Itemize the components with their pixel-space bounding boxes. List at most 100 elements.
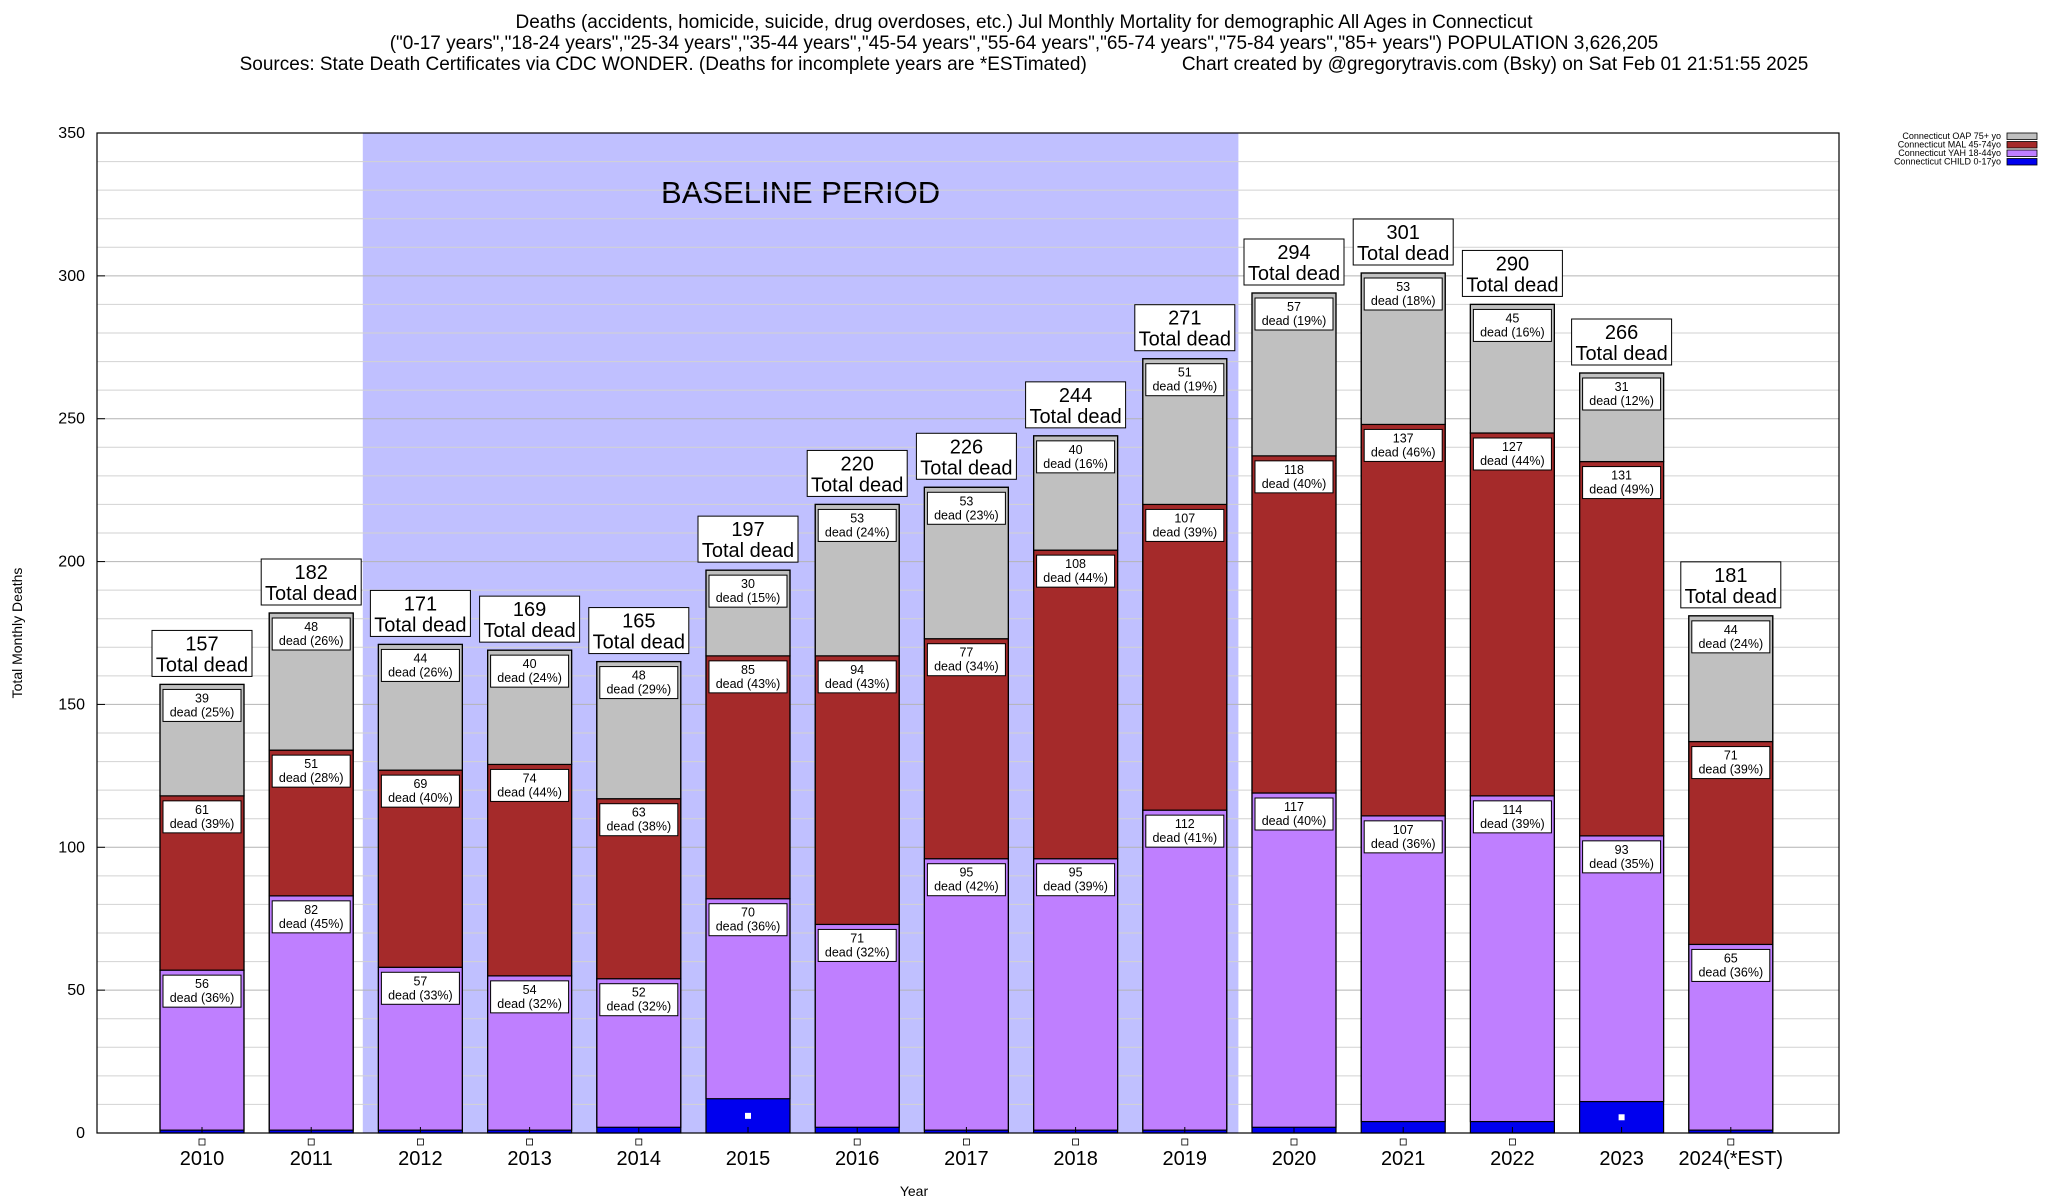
segment-percent-label: dead (24%) — [825, 525, 890, 539]
total-value-label: 290 — [1496, 253, 1529, 275]
x-tick-label: 2018 — [1053, 1148, 1098, 1170]
x-tick-label: 2020 — [1272, 1148, 1317, 1170]
segment-label-box — [1363, 428, 1443, 462]
total-value-label: 294 — [1277, 242, 1310, 264]
segment-percent-label: dead (39%) — [1698, 763, 1763, 777]
total-dead-label: Total dead — [374, 614, 466, 636]
segment-percent-label: dead (29%) — [606, 683, 671, 697]
bar-segment — [268, 895, 354, 1131]
bar-segment — [1360, 815, 1446, 1123]
segment-value-label: 112 — [1175, 817, 1195, 831]
sources-line: Sources: State Death Certificates via CD… — [0, 54, 2048, 75]
segment-value-label: 44 — [1724, 623, 1738, 637]
segment-label-box — [1145, 814, 1225, 848]
child-series-marker — [635, 1138, 643, 1146]
x-tick-label: 2010 — [180, 1148, 225, 1170]
bar-segment — [1251, 455, 1337, 794]
segment-label-box — [271, 617, 351, 651]
total-value-label: 165 — [622, 611, 655, 633]
segment-label-box — [271, 900, 351, 934]
segment-percent-label: dead (42%) — [934, 880, 999, 894]
sources-text: Sources: State Death Certificates via CD… — [239, 54, 1087, 75]
segment-percent-label: dead (32%) — [606, 1000, 671, 1014]
x-tick-label: 2023 — [1599, 1148, 1644, 1170]
segment-label-box — [599, 803, 679, 837]
segment-value-label: 30 — [741, 577, 755, 591]
bar-segment — [1251, 792, 1337, 1128]
total-label-box — [260, 558, 362, 606]
total-dead-label: Total dead — [265, 583, 357, 605]
y-tick-label: 150 — [58, 696, 85, 713]
segment-label-box — [1036, 863, 1116, 897]
segment-percent-label: dead (26%) — [279, 634, 344, 648]
chart-title: Deaths (accidents, homicide, suicide, dr… — [515, 12, 1533, 33]
total-dead-label: Total dead — [593, 632, 685, 654]
segment-label-box — [1254, 460, 1334, 494]
bar-segment — [1578, 835, 1665, 1103]
y-tick-label: 0 — [76, 1125, 85, 1142]
segment-percent-label: dead (34%) — [934, 660, 999, 674]
segment-label-box — [1145, 363, 1225, 397]
segment-value-label: 71 — [850, 931, 864, 945]
segment-label-box — [1036, 554, 1116, 588]
x-tick-label: 2019 — [1163, 1148, 1208, 1170]
segment-value-label: 53 — [850, 511, 864, 525]
total-dead-label: Total dead — [702, 540, 794, 562]
child-series-marker — [745, 1112, 751, 1119]
segment-percent-label: dead (44%) — [1043, 571, 1108, 585]
legend-swatch — [2006, 149, 2038, 157]
child-series-marker — [1399, 1138, 1407, 1146]
segment-value-label: 51 — [304, 757, 318, 771]
segment-percent-label: dead (43%) — [716, 677, 781, 691]
segment-value-label: 44 — [413, 651, 427, 665]
segment-value-label: 52 — [632, 986, 646, 1000]
segment-value-label: 57 — [1287, 300, 1301, 314]
segment-label-box — [490, 654, 570, 688]
chart-subtitle: ("0-17 years","18-24 years","25-34 years… — [389, 33, 1659, 54]
segment-percent-label: dead (32%) — [497, 997, 562, 1011]
total-label-box — [806, 449, 908, 497]
y-tick-label: 200 — [58, 554, 85, 571]
segment-percent-label: dead (36%) — [1698, 965, 1763, 979]
segment-label-box — [380, 774, 460, 808]
segment-label-box — [926, 491, 1006, 525]
segment-label-box — [817, 660, 897, 694]
segment-label-box — [817, 928, 897, 962]
legend-swatch — [2006, 132, 2038, 140]
bar-segment — [705, 655, 791, 900]
segment-value-label: 70 — [741, 906, 755, 920]
segment-percent-label: dead (32%) — [825, 945, 890, 959]
segment-percent-label: dead (35%) — [1589, 857, 1654, 871]
segment-label-box — [1691, 620, 1771, 654]
x-tick-label: 2014 — [617, 1148, 662, 1170]
segment-percent-label: dead (40%) — [1262, 477, 1327, 491]
total-value-label: 301 — [1387, 222, 1420, 244]
segment-percent-label: dead (49%) — [1589, 483, 1654, 497]
x-tick-label: 2016 — [835, 1148, 880, 1170]
total-label-box — [697, 515, 799, 563]
total-value-label: 244 — [1059, 385, 1092, 407]
total-dead-label: Total dead — [1357, 243, 1449, 265]
bar-segment — [923, 858, 1010, 1131]
segment-value-label: 39 — [195, 691, 209, 705]
total-label-box — [1025, 381, 1127, 429]
segment-value-label: 127 — [1502, 440, 1523, 454]
segment-percent-label: dead (23%) — [934, 508, 999, 522]
segment-label-box — [162, 800, 242, 834]
total-label-box — [369, 589, 471, 637]
segment-value-label: 118 — [1284, 463, 1304, 477]
segment-label-box — [1472, 308, 1552, 342]
bar-segment — [1032, 549, 1119, 860]
segment-value-label: 48 — [632, 669, 646, 683]
segment-label-box — [490, 980, 570, 1014]
segment-value-label: 51 — [1178, 366, 1192, 380]
x-tick-label: 2012 — [398, 1148, 443, 1170]
bar-segment — [1032, 858, 1119, 1131]
total-dead-label: Total dead — [1248, 263, 1340, 285]
child-series-marker — [198, 1138, 206, 1146]
total-value-label: 157 — [185, 633, 218, 655]
segment-value-label: 108 — [1065, 557, 1086, 571]
segment-value-label: 95 — [1069, 866, 1083, 880]
child-series-marker — [1181, 1138, 1189, 1146]
